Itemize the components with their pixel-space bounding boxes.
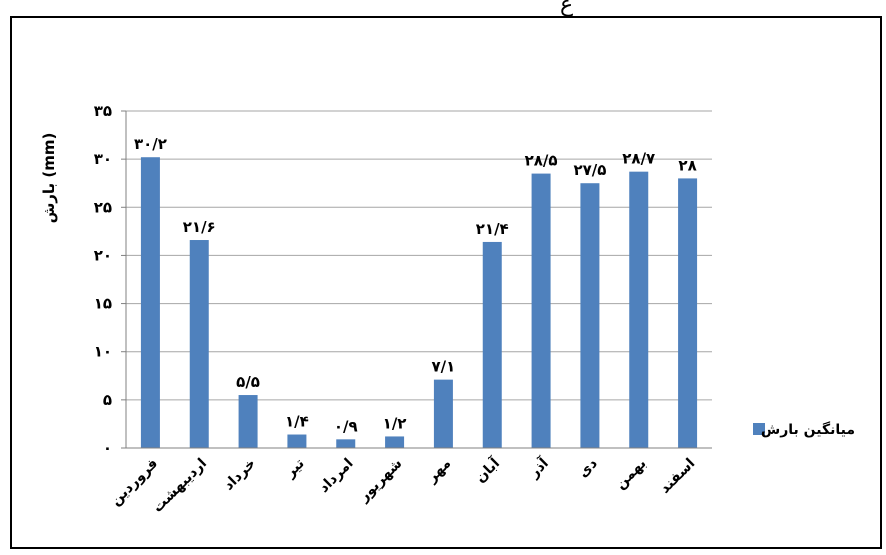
- y-tick-label: ۵: [103, 391, 112, 409]
- bar: [433, 379, 453, 448]
- bar: [336, 439, 356, 448]
- bar: [678, 178, 698, 448]
- bar: [531, 173, 551, 449]
- y-tick-label: ۲۰: [94, 246, 112, 264]
- bar: [482, 241, 502, 448]
- data-label: ۵/۵: [236, 373, 260, 391]
- data-label: ۲۱/۴: [476, 220, 509, 238]
- data-label: ۱/۲: [383, 414, 407, 432]
- data-label: ۱/۴: [285, 413, 309, 431]
- y-tick-label: ۰: [103, 439, 112, 457]
- bar: [189, 240, 209, 448]
- gridlines: [126, 110, 712, 401]
- data-label: ۲۸: [678, 156, 696, 174]
- data-label: ۲۷/۵: [573, 161, 606, 179]
- y-tick-label: ۳۵: [94, 102, 112, 120]
- x-tick-label: تیر: [282, 456, 308, 482]
- legend-label: میانگین بارش: [761, 421, 855, 438]
- bar: [238, 395, 258, 448]
- x-tick-label: مهر: [423, 456, 454, 487]
- x-tick-label: دی: [575, 456, 600, 481]
- legend: میانگین بارش: [753, 421, 855, 438]
- x-tick-label: بهمن: [612, 456, 649, 493]
- y-tick-label: ۲۵: [94, 198, 112, 216]
- data-labels: ۳۰/۲ ۲۱/۶ ۵/۵ ۱/۴ ۰/۹ ۱/۲ ۷/۱ ۲۱/۴ ۲۸/۵ ۲۷/۵ ۲۸/۷ ۲…: [134, 135, 697, 435]
- data-label: ۲۸/۵: [525, 152, 558, 170]
- bar: [140, 157, 160, 448]
- x-tick-label: آذر: [524, 453, 552, 481]
- x-tick-label: خرداد: [221, 456, 259, 494]
- axes: [121, 110, 712, 449]
- data-label: ۰/۹: [334, 417, 358, 435]
- bar: [580, 183, 600, 448]
- data-label: ۲۸/۷: [622, 150, 655, 168]
- bars: [140, 157, 698, 449]
- y-tick-labels: ۰ ۵ ۱۰ ۱۵ ۲۰ ۲۵ ۳۰ ۳۵: [94, 102, 112, 457]
- legend-swatch: [753, 423, 765, 435]
- x-tick-label: اسفند: [657, 456, 698, 497]
- x-tick-label: شهریور: [355, 456, 405, 506]
- bar: [287, 434, 307, 448]
- bar: [629, 171, 649, 448]
- chart-frame: ۰ ۵ ۱۰ ۱۵ ۲۰ ۲۵ ۳۰ ۳۵ فروردین اردیبهشت خرداد تیر ام…: [10, 16, 882, 549]
- data-label: ۲۱/۶: [183, 218, 216, 236]
- y-tick-label: ۱۵: [94, 295, 112, 313]
- y-axis-title: بارش (mm): [40, 133, 58, 224]
- x-tick-label: آبان: [471, 453, 504, 486]
- y-tick-label: ۳۰: [94, 150, 112, 168]
- x-tick-label: امرداد: [316, 456, 357, 497]
- data-label: ۳۰/۲: [134, 135, 167, 153]
- y-tick-label: ۱۰: [94, 343, 112, 361]
- bar: [385, 436, 405, 448]
- data-label: ۷/۱: [432, 358, 456, 376]
- top-glyph: ع: [560, 0, 574, 17]
